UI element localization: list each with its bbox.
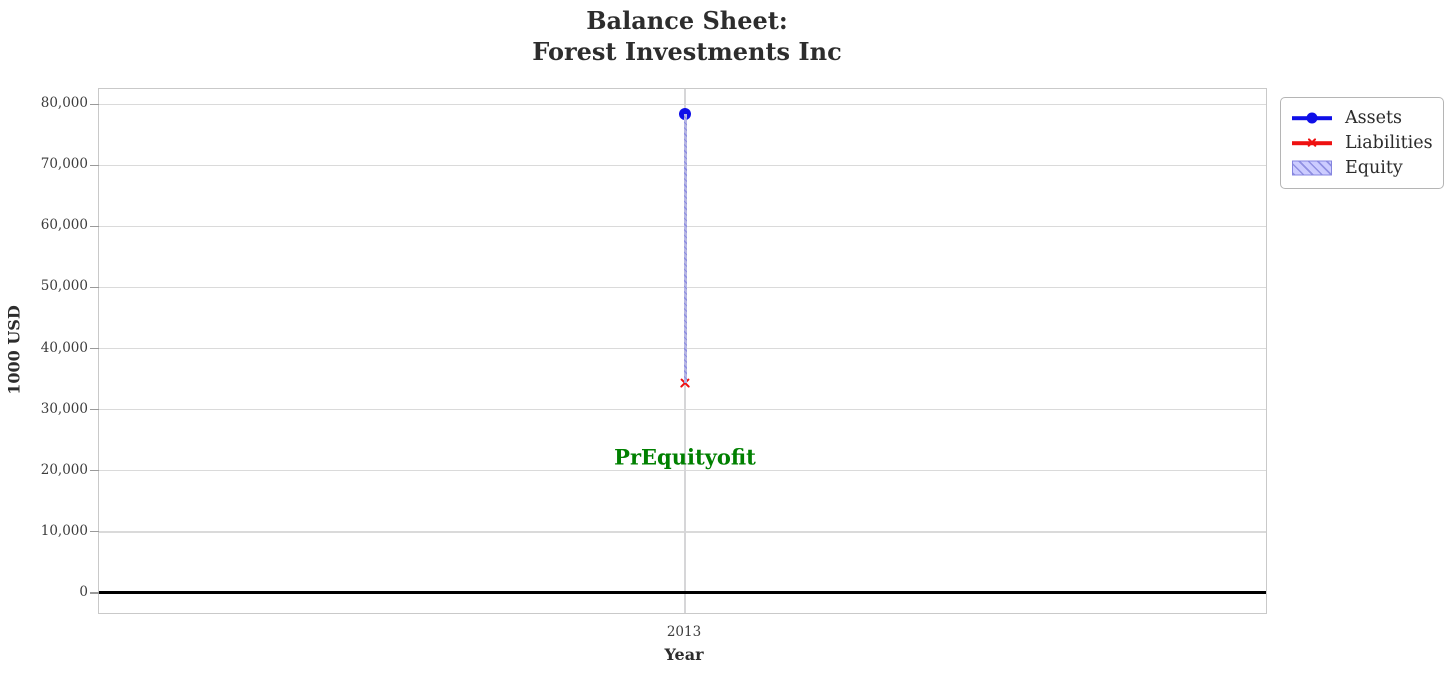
legend-label: Equity [1345,157,1403,178]
y-tick-label: 70,000 [40,156,88,173]
y-tick-mark [90,103,99,105]
zero-line [99,591,1266,595]
y-tick-label: 0 [79,583,88,600]
chart-title-line1: Balance Sheet: [586,6,788,35]
y-tick-mark [90,225,99,228]
y-tick-label: 50,000 [40,278,88,295]
y-tick-mark [90,408,99,411]
y-tick-label: 20,000 [40,461,88,478]
legend-swatch [1292,109,1332,127]
y-tick-label: 40,000 [40,339,88,356]
h-gridline [99,286,1266,289]
legend-label: Assets [1345,108,1402,129]
h-gridline [99,164,1266,167]
h-gridline [99,225,1266,228]
legend-swatch [1292,134,1332,152]
y-tick-mark [90,531,99,533]
legend-item-assets: Assets [1292,106,1432,131]
legend-x-marker-icon [1307,138,1318,149]
chart-title: Balance Sheet: Forest Investments Inc [0,5,1374,67]
legend-label: Liabilities [1345,133,1433,153]
h-gridline [99,103,1266,106]
y-axis-tick-labels: 0 10,000 20,000 30,000 40,000 50,000 60,000 70,… [0,88,88,612]
h-gridline [99,469,1266,472]
y-tick-mark [90,470,99,472]
y-tick-mark [90,592,99,594]
legend-item-liabilities: Liabilities [1292,131,1433,156]
legend-swatch [1292,159,1332,177]
y-tick-mark [90,347,99,350]
equity-bar [683,114,687,383]
y-tick-label: 60,000 [40,217,88,234]
legend-circle-marker-icon [1306,112,1318,124]
y-tick-label: 80,000 [40,95,88,112]
legend-equity-patch-icon [1292,160,1332,176]
chart-title-line2: Forest Investments Inc [532,37,842,66]
y-tick-label: 10,000 [40,522,88,539]
h-gridline [99,347,1266,350]
y-tick-mark [90,286,99,289]
x-axis-label: Year [664,645,704,664]
annotation-text: PrEquityofit [614,444,756,470]
legend: Assets Liabilities Equity [1280,97,1444,189]
h-gridline [99,408,1266,411]
y-tick-label: 30,000 [40,400,88,417]
plot-area: PrEquityofit [90,88,1267,614]
legend-item-equity: Equity [1292,155,1432,180]
h-gridline [99,531,1266,533]
x-axis-tick-label: 2013 [666,624,702,640]
y-tick-mark [90,164,99,167]
